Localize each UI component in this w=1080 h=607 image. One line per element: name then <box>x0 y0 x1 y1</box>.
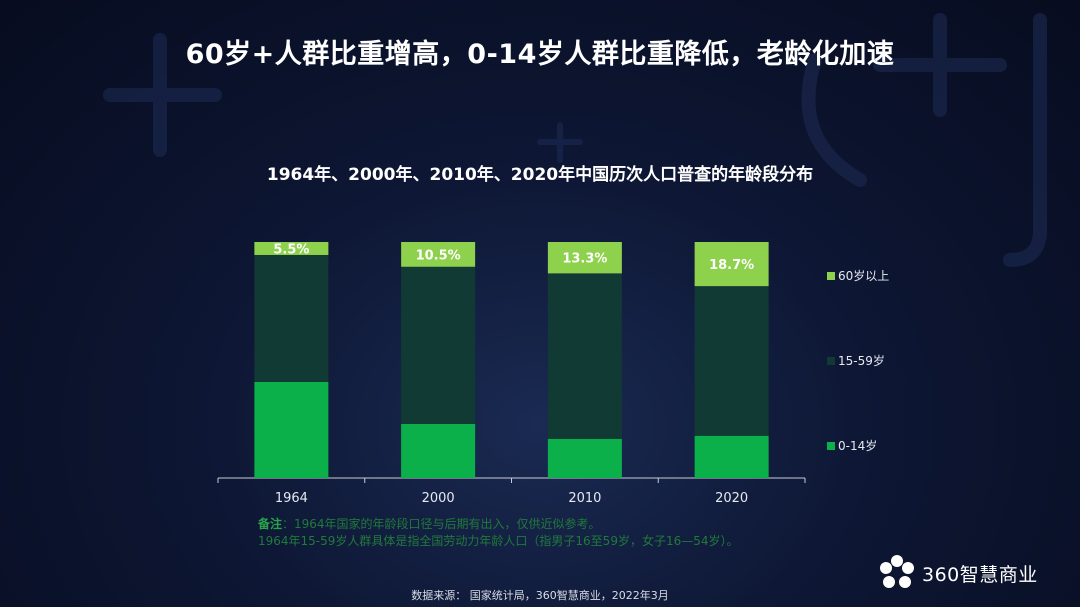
source-text: 数据来源： 国家统计局，360智慧商业，2022年3月 <box>411 589 669 602</box>
brand-logo: 360智慧商业 <box>878 553 1058 593</box>
bar-segment <box>547 242 622 274</box>
note-line-2: 1964年15-59岁人群具体是指全国劳动力年龄人口（指男子16至59岁，女子1… <box>258 534 739 548</box>
flower-logo-icon <box>880 555 914 588</box>
bar-segment <box>401 266 476 424</box>
legend-label: 15-59岁 <box>838 353 885 368</box>
data-label: 5.5% <box>273 242 309 257</box>
data-label: 10.5% <box>416 248 461 263</box>
note-line-1: ：1964年国家的年龄段口径与后期有出入，仅供近似参考。 <box>282 517 601 531</box>
legend-label: 0-14岁 <box>838 438 877 453</box>
bar-segment <box>694 286 769 436</box>
data-label: 13.3% <box>562 252 607 267</box>
chart-title: 1964年、2000年、2010年、2020年中国历次人口普查的年龄段分布 <box>266 165 814 185</box>
page-title: 60岁+人群比重增高，0-14岁人群比重降低，老龄化加速 <box>185 39 895 70</box>
x-tick-label: 2020 <box>715 491 748 506</box>
bar-segment <box>547 273 622 439</box>
legend-swatch <box>827 357 835 365</box>
legend-label: 60岁以上 <box>838 268 889 283</box>
bar-segment <box>254 381 329 478</box>
x-tick-label: 1964 <box>275 491 308 506</box>
data-label: 18.7% <box>709 258 754 273</box>
bar-segment <box>254 254 329 382</box>
x-tick-label: 2000 <box>422 491 455 506</box>
bar-segment <box>254 242 329 255</box>
note-label: 备注 <box>258 517 283 531</box>
bar-segment <box>694 242 769 287</box>
note-block: 备注：1964年国家的年龄段口径与后期有出入，仅供近似参考。 1964年15-5… <box>258 516 878 550</box>
x-tick-label: 2010 <box>568 491 601 506</box>
brand-name: 360智慧商业 <box>922 563 1038 586</box>
bar-segment <box>401 423 476 478</box>
bar-segment <box>547 438 622 478</box>
legend-swatch <box>827 272 835 280</box>
bar-segment <box>694 435 769 478</box>
bar-segment <box>401 242 476 267</box>
legend-swatch <box>827 442 835 450</box>
